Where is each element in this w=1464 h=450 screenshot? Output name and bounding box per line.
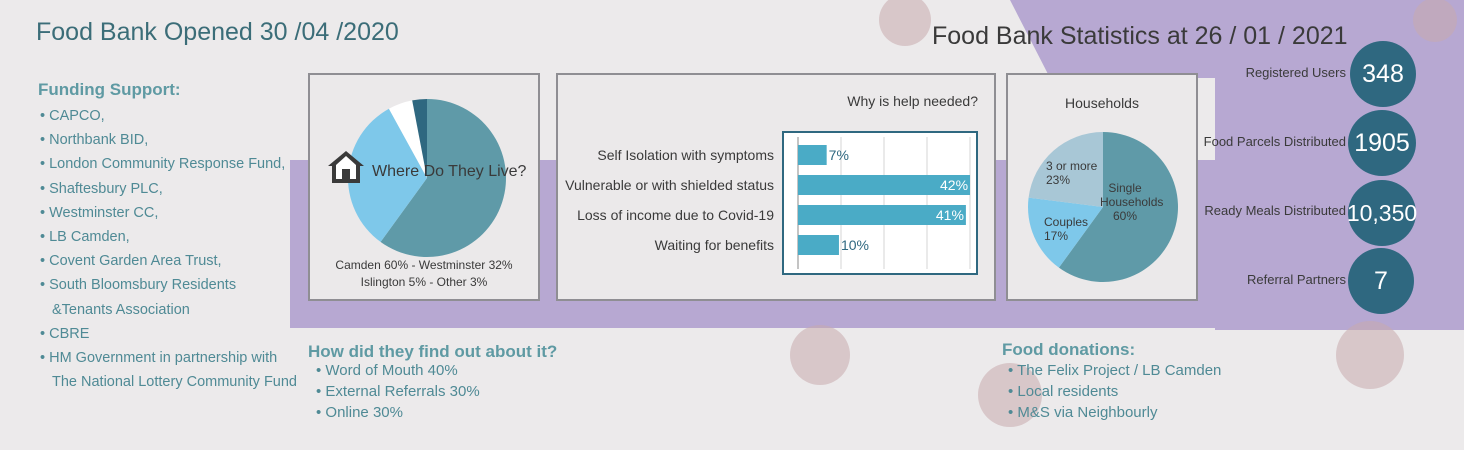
list-item: • South Bloomsbury Residents <box>40 277 237 294</box>
stat-value-food-parcels: 1905 <box>1348 110 1416 176</box>
bar-value-label: 10% <box>840 237 869 253</box>
list-item: • Westminster CC, <box>40 204 159 221</box>
list-item: • Word of Mouth 40% <box>316 362 458 379</box>
help-needed-card: Why is help needed? Self Isolation with … <box>556 73 996 301</box>
household-slice-couples <box>1028 197 1103 268</box>
list-item: The National Lottery Community Fund <box>52 374 297 391</box>
bar-plot-area <box>782 131 978 275</box>
pie-slice-other <box>412 99 427 178</box>
households-title: Households <box>1065 95 1139 111</box>
bar-value-label: 42% <box>940 177 969 193</box>
list-item: • CAPCO, <box>40 108 105 124</box>
list-item: • LB Camden, <box>40 229 130 246</box>
bar-value-label: 7% <box>828 147 849 163</box>
bar-2 <box>798 205 966 225</box>
help-needed-bars <box>797 137 971 269</box>
households-label-couples: Couples 17% <box>1044 215 1089 243</box>
list-item: • M&S via Neighbourly <box>1008 404 1158 421</box>
list-item: • Online 30% <box>316 404 403 421</box>
households-card: Households Single Households 60% Couples… <box>1006 73 1198 301</box>
stat-label-food-parcels: Food Parcels Distributed <box>1203 134 1346 149</box>
donations-list: • The Felix Project / LB Camden • Local r… <box>1008 360 1221 423</box>
list-item: &Tenants Association <box>52 301 190 318</box>
households-label-single: Single Households 60% <box>1100 181 1164 223</box>
bar-1 <box>798 175 970 195</box>
list-item: • Shaftesbury PLC, <box>40 180 163 197</box>
household-slice-3-or-more <box>1028 132 1103 207</box>
stat-label-ready-meals: Ready Meals Distributed <box>1204 203 1346 218</box>
bar-category-label: Loss of income due to Covid-19 <box>577 207 774 223</box>
where-live-pie <box>348 99 506 257</box>
list-item: • Northbank BID, <box>40 132 149 149</box>
household-slice-single-households <box>1058 132 1178 282</box>
list-item: • Covent Garden Area Trust, <box>40 253 222 270</box>
find-out-list: • Word of Mouth 40% • External Referrals … <box>316 360 480 423</box>
pie-slice-islington <box>388 100 427 178</box>
bar-value-label: 41% <box>935 207 964 223</box>
stats-title: Food Bank Statistics at 26 / 01 / 2021 <box>932 22 1348 50</box>
house-icon <box>328 151 364 183</box>
list-item: • HM Government in partnership with <box>40 350 278 367</box>
households-pie <box>1028 132 1178 282</box>
stat-label-registered-users: Registered Users <box>1245 65 1346 80</box>
bar-category-label: Self Isolation with symptoms <box>597 147 774 163</box>
pie-slice-westminster <box>348 108 427 242</box>
list-item: • Local residents <box>1008 383 1119 400</box>
find-out-heading: How did they find out about it? <box>308 342 558 361</box>
funding-heading: Funding Support: <box>38 80 181 99</box>
list-item: • CBRE <box>40 325 90 342</box>
list-item: • The Felix Project / LB Camden <box>1008 362 1222 379</box>
where-live-title: Where Do They Live? <box>372 163 527 180</box>
where-live-card: Where Do They Live? Camden 60% - Westmin… <box>308 73 540 301</box>
where-live-caption-1: Camden 60% - Westminster 32% <box>335 258 513 272</box>
where-live-caption-2: Islington 5% - Other 3% <box>360 275 488 289</box>
donations-heading: Food donations: <box>1002 340 1136 359</box>
stat-value-registered-users: 348 <box>1350 41 1416 107</box>
bar-3 <box>798 235 839 255</box>
bar-category-label: Vulnerable or with shielded status <box>565 177 774 193</box>
bar-0 <box>798 145 827 165</box>
bar-category-label: Waiting for benefits <box>654 237 774 253</box>
stat-value-ready-meals: 10,350 <box>1347 180 1417 246</box>
stat-label-referral-partners: Referral Partners <box>1247 272 1346 287</box>
funding-list: • CAPCO, • Northbank BID, • London Communi… <box>40 104 297 394</box>
virus-decoration-icon <box>790 0 1457 427</box>
list-item: • London Community Response Fund, <box>40 156 286 173</box>
pie-slice-camden <box>380 99 506 257</box>
help-needed-title: Why is help needed? <box>847 93 978 109</box>
list-item: • External Referrals 30% <box>316 383 480 400</box>
opened-title: Food Bank Opened 30 /04 /2020 <box>36 18 399 46</box>
stat-value-referral-partners: 7 <box>1348 248 1414 314</box>
households-label-3more: 3 or more 23% <box>1046 159 1098 187</box>
